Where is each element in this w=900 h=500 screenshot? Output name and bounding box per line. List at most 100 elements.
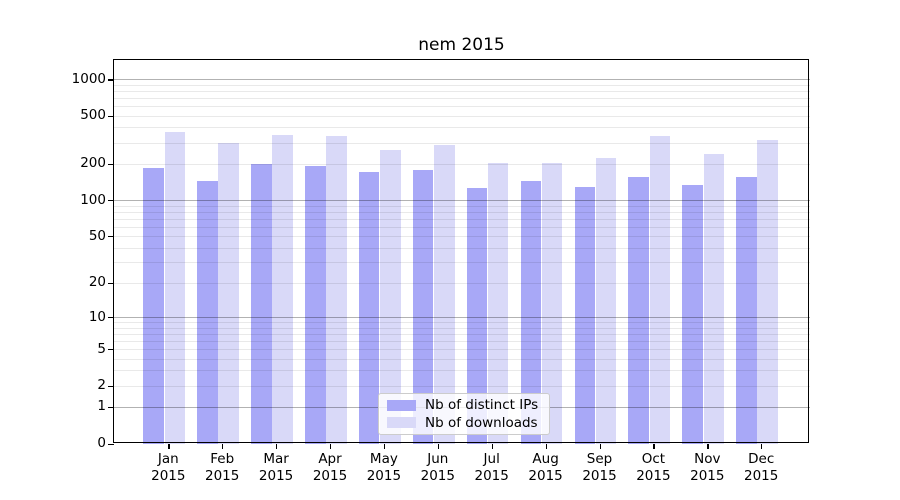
bar-distinct-ips-nov <box>682 184 703 444</box>
x-label-month-jan: Jan <box>157 451 179 467</box>
y-tick-label-100: 100 <box>80 191 106 208</box>
bar-downloads-oct <box>649 136 671 444</box>
gridline-major-10 <box>113 317 810 319</box>
x-tick-oct <box>653 444 655 449</box>
x-tick-label-jan: Jan 2015 <box>140 451 196 484</box>
x-label-year-dec: 2015 <box>744 467 779 484</box>
bar-distinct-ips-jun <box>412 170 434 444</box>
x-label-year-sep: 2015 <box>582 467 617 484</box>
gridline-minor-60 <box>113 226 810 228</box>
x-label-month-aug: Aug <box>532 451 559 467</box>
bar-distinct-ips-oct <box>628 176 649 444</box>
gridline-minor-4 <box>113 358 810 360</box>
gridline-minor-40 <box>113 247 810 249</box>
gridline-minor-8 <box>113 327 810 329</box>
y-tick-0 <box>107 443 114 445</box>
legend-item-downloads: Nb of downloads <box>387 415 541 431</box>
gridline-minor-6 <box>113 340 810 342</box>
legend-swatch-downloads <box>387 417 416 428</box>
x-label-month-jul: Jul <box>483 451 500 467</box>
y-tick-50 <box>107 236 114 238</box>
y-tick-2 <box>107 385 114 387</box>
plot-area-border <box>113 59 809 443</box>
x-label-year-oct: 2015 <box>636 467 671 484</box>
bar-distinct-ips-mar <box>251 163 272 444</box>
x-tick-dec <box>761 444 763 449</box>
gridline-minor-70 <box>113 218 810 220</box>
gridline-minor-7 <box>113 333 810 335</box>
gridline-minor-3 <box>113 370 810 372</box>
gridline-minor-50 <box>113 236 810 238</box>
gridline-minor-80 <box>113 211 810 213</box>
bar-downloads-aug <box>541 163 563 444</box>
gridline-major-1000 <box>113 79 810 81</box>
y-tick-label-1: 1 <box>97 398 106 415</box>
x-label-month-jun: Jun <box>427 451 449 467</box>
gridline-minor-300 <box>113 142 810 144</box>
gridline-minor-400 <box>113 127 810 129</box>
x-tick-apr <box>330 444 332 449</box>
bar-downloads-apr <box>326 135 347 444</box>
x-tick-label-oct: Oct 2015 <box>625 451 681 484</box>
chart-title: nem 2015 <box>418 35 505 55</box>
x-label-month-dec: Dec <box>748 451 775 467</box>
y-tick-label-2: 2 <box>97 377 106 394</box>
gridline-minor-20 <box>113 282 810 284</box>
legend-item-distinct-ips: Nb of distinct IPs <box>387 397 541 413</box>
gridline-minor-9 <box>113 322 810 324</box>
bar-downloads-sep <box>595 157 617 444</box>
x-tick-label-sep: Sep 2015 <box>572 451 628 484</box>
x-label-year-nov: 2015 <box>690 467 725 484</box>
y-tick-label-10: 10 <box>88 308 106 325</box>
gridline-minor-5 <box>113 349 810 351</box>
y-tick-1 <box>107 406 114 409</box>
x-label-year-aug: 2015 <box>528 467 563 484</box>
x-tick-jan <box>168 444 170 449</box>
y-tick-5 <box>107 349 114 351</box>
bar-downloads-may <box>380 149 401 444</box>
bar-distinct-ips-apr <box>305 165 326 444</box>
gridline-minor-30 <box>113 262 810 264</box>
bar-distinct-ips-aug <box>520 180 542 444</box>
legend: Nb of distinct IPs Nb of downloads <box>378 393 550 435</box>
x-label-month-oct: Oct <box>641 451 666 467</box>
x-label-month-mar: Mar <box>263 451 289 467</box>
x-label-month-sep: Sep <box>586 451 613 467</box>
x-label-year-mar: 2015 <box>258 467 294 484</box>
bar-downloads-nov <box>703 154 724 444</box>
x-tick-label-jun: Jun 2015 <box>410 451 466 484</box>
bar-distinct-ips-feb <box>197 181 218 444</box>
bar-distinct-ips-may <box>358 172 380 444</box>
y-tick-10 <box>107 317 114 319</box>
x-tick-label-mar: Mar 2015 <box>248 451 304 484</box>
x-tick-jun <box>437 444 440 449</box>
legend-label-distinct-ips: Nb of distinct IPs <box>425 397 539 414</box>
y-tick-label-1000: 1000 <box>71 70 106 87</box>
x-tick-aug <box>545 444 547 449</box>
gridline-minor-200 <box>113 163 810 165</box>
x-tick-sep <box>599 444 601 449</box>
gridline-minor-2 <box>113 385 810 387</box>
x-tick-label-nov: Nov 2015 <box>679 451 735 484</box>
y-tick-1000 <box>107 79 114 81</box>
x-label-year-jan: 2015 <box>151 467 186 484</box>
gridline-minor-500 <box>113 115 810 117</box>
y-tick-500 <box>107 115 114 118</box>
x-label-year-jun: 2015 <box>420 467 455 484</box>
x-tick-mar <box>276 444 278 449</box>
x-tick-may <box>383 444 386 449</box>
x-label-year-apr: 2015 <box>312 467 348 484</box>
y-tick-label-20: 20 <box>88 274 106 291</box>
x-tick-label-aug: Aug 2015 <box>518 451 574 484</box>
bar-downloads-mar <box>272 134 293 444</box>
x-label-month-may: May <box>369 451 398 467</box>
gridline-minor-700 <box>113 98 810 100</box>
bar-distinct-ips-sep <box>574 186 595 444</box>
y-tick-200 <box>107 163 114 166</box>
bar-distinct-ips-dec <box>736 177 757 444</box>
x-tick-label-may: May 2015 <box>356 451 412 484</box>
